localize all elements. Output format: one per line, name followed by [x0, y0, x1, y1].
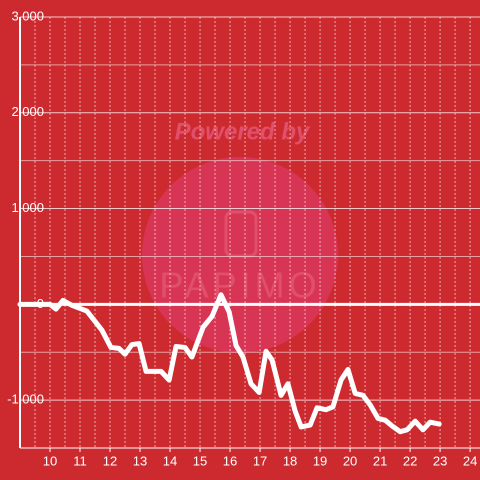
y-tick-label: 0 [37, 296, 44, 311]
y-tick-label: -1,000 [7, 392, 44, 407]
x-tick-label: 16 [223, 453, 237, 468]
data-line [17, 292, 442, 435]
x-tick-label: 17 [253, 453, 267, 468]
x-tick-label: 24 [463, 453, 477, 468]
x-tick-label: 21 [373, 453, 387, 468]
x-tick-label: 11 [73, 453, 87, 468]
x-tick-label: 23 [433, 453, 447, 468]
x-tick-label: 10 [43, 453, 57, 468]
watermark-text: Powered by [175, 118, 311, 145]
y-tick-label: 2,000 [11, 104, 44, 119]
watermark-brand: PAPIMO [159, 265, 320, 306]
x-tick-label: 22 [403, 453, 417, 468]
y-tick-label: 1,000 [11, 200, 44, 215]
x-tick-label: 19 [313, 453, 327, 468]
x-tick-label: 13 [133, 453, 147, 468]
y-tick-label: 3,000 [11, 8, 44, 23]
x-tick-label: 12 [103, 453, 117, 468]
x-tick-label: 14 [163, 453, 177, 468]
x-tick-label: 15 [193, 453, 207, 468]
x-tick-label: 18 [283, 453, 297, 468]
x-tick-label: 20 [343, 453, 357, 468]
